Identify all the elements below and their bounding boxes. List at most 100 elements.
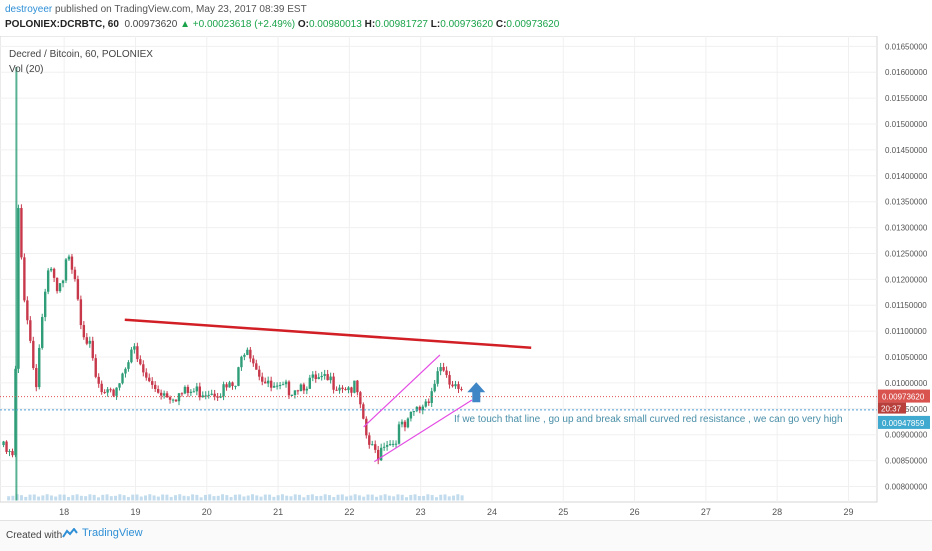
- volume-bar: [156, 496, 160, 501]
- volume-bar: [409, 494, 413, 501]
- candle-body: [73, 269, 77, 280]
- candle-body: [228, 382, 231, 388]
- candle-body: [210, 393, 213, 395]
- volume-bar: [434, 497, 438, 501]
- candle-body: [118, 383, 121, 388]
- candle-body: [379, 447, 383, 461]
- volume-bar: [225, 495, 229, 501]
- volume-bar: [182, 495, 186, 501]
- open-label: O:: [297, 19, 309, 30]
- tradingview-link[interactable]: TradingView: [62, 527, 143, 539]
- volume-bar: [148, 494, 152, 501]
- candle-body: [365, 418, 368, 436]
- candle-body: [296, 390, 300, 392]
- volume-bar: [79, 495, 83, 501]
- candle-body: [82, 325, 86, 338]
- volume-bar: [122, 495, 126, 501]
- y-tick-label: 0.01050000: [885, 353, 928, 362]
- x-tick-label: 28: [772, 507, 782, 517]
- candle-body: [88, 340, 91, 344]
- candle-body: [109, 389, 112, 391]
- candle-body: [174, 399, 178, 402]
- volume-bar: [246, 495, 250, 501]
- candle-body: [67, 256, 71, 260]
- volume-bar: [263, 494, 267, 501]
- candle-body: [302, 384, 306, 391]
- volume-bar: [37, 496, 41, 501]
- candle-body: [168, 397, 172, 400]
- candle-body: [198, 386, 201, 398]
- x-tick-label: 22: [344, 507, 354, 517]
- candle-body: [451, 384, 454, 387]
- candle-body: [127, 362, 130, 369]
- volume-legend: Vol (20): [9, 64, 43, 75]
- volume-bar: [379, 495, 383, 501]
- created-with-label: Created with: [6, 530, 63, 541]
- candle-body: [11, 451, 14, 456]
- volume-bar: [186, 496, 190, 501]
- volume-bar: [289, 496, 293, 501]
- candle-body: [243, 354, 246, 357]
- volume-bar: [169, 496, 173, 501]
- candle-body: [55, 277, 59, 292]
- candle-body: [305, 388, 309, 391]
- candle-body: [436, 371, 439, 384]
- candle-body: [415, 406, 419, 412]
- chart-area[interactable]: 0.00800000 0.00850000 0.00900000 0.00950000…: [0, 35, 932, 520]
- candle-body: [58, 283, 62, 292]
- candle-body: [213, 393, 216, 397]
- volume-bar: [242, 496, 246, 501]
- y-tick-label: 0.01550000: [885, 94, 928, 103]
- volume-bar: [208, 494, 212, 501]
- candle-body: [287, 381, 291, 396]
- candle-body: [335, 389, 338, 391]
- y-tick-label: 0.01250000: [885, 249, 928, 258]
- candle-body: [397, 424, 401, 444]
- volume-bar: [426, 494, 430, 501]
- author-link[interactable]: destroyeer: [5, 4, 53, 15]
- candle-body: [201, 395, 204, 398]
- price-chart[interactable]: 0.00800000 0.00850000 0.00900000 0.00950000…: [0, 35, 932, 520]
- price-label: 0.00973620: [882, 393, 925, 402]
- volume-bar: [229, 496, 233, 501]
- candle-body: [412, 411, 416, 413]
- candle-body: [320, 375, 323, 378]
- volume-bar: [319, 495, 323, 501]
- candle-body: [177, 393, 181, 402]
- volume-bar: [443, 494, 447, 501]
- volume-bar: [392, 496, 396, 501]
- grid-lines: [0, 35, 878, 503]
- close-label: C:: [495, 19, 507, 30]
- volume-bar: [19, 495, 23, 501]
- candle-body: [264, 381, 267, 384]
- candle-body: [341, 387, 344, 390]
- volume-bar: [422, 495, 426, 501]
- candle-body: [145, 372, 148, 378]
- volume-bar: [323, 494, 327, 501]
- volume-bar: [71, 495, 75, 501]
- volume-bar: [135, 494, 139, 501]
- candle-body: [424, 401, 427, 407]
- candle-body: [17, 208, 20, 369]
- low-value: 0.00973620: [440, 19, 494, 30]
- volume-bar: [306, 494, 310, 501]
- volume-bar: [67, 496, 71, 501]
- volume-bar: [238, 494, 242, 501]
- x-tick-label: 19: [130, 507, 140, 517]
- candle-body: [195, 386, 199, 392]
- y-tick-label: 0.01650000: [885, 42, 928, 51]
- x-tick-label: 18: [59, 507, 69, 517]
- high-label: H:: [364, 19, 376, 30]
- candle-body: [165, 393, 169, 398]
- candle-body: [180, 393, 184, 395]
- open-value: 0.00980013: [308, 19, 362, 30]
- up-arrow-icon: [467, 382, 486, 403]
- candle-body: [368, 435, 371, 445]
- candle-body: [154, 384, 157, 390]
- candle-body: [41, 317, 44, 348]
- candle-body: [266, 380, 270, 384]
- volume-bar: [75, 494, 79, 501]
- volume-bar: [250, 494, 254, 501]
- y-tick-label: 0.01000000: [885, 379, 928, 388]
- volume-bar: [212, 496, 216, 501]
